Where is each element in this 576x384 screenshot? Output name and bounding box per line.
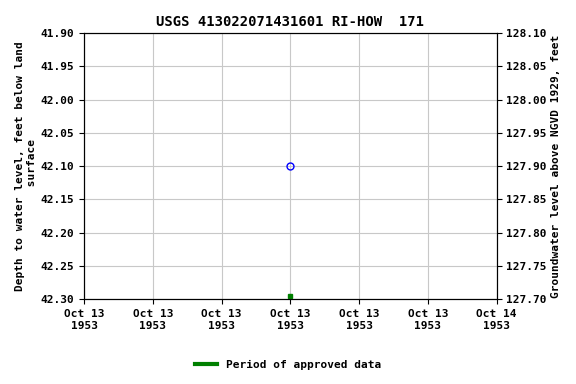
Legend: Period of approved data: Period of approved data	[191, 356, 385, 375]
Y-axis label: Depth to water level, feet below land
 surface: Depth to water level, feet below land su…	[15, 41, 37, 291]
Title: USGS 413022071431601 RI-HOW  171: USGS 413022071431601 RI-HOW 171	[157, 15, 425, 29]
Y-axis label: Groundwater level above NGVD 1929, feet: Groundwater level above NGVD 1929, feet	[551, 35, 561, 298]
